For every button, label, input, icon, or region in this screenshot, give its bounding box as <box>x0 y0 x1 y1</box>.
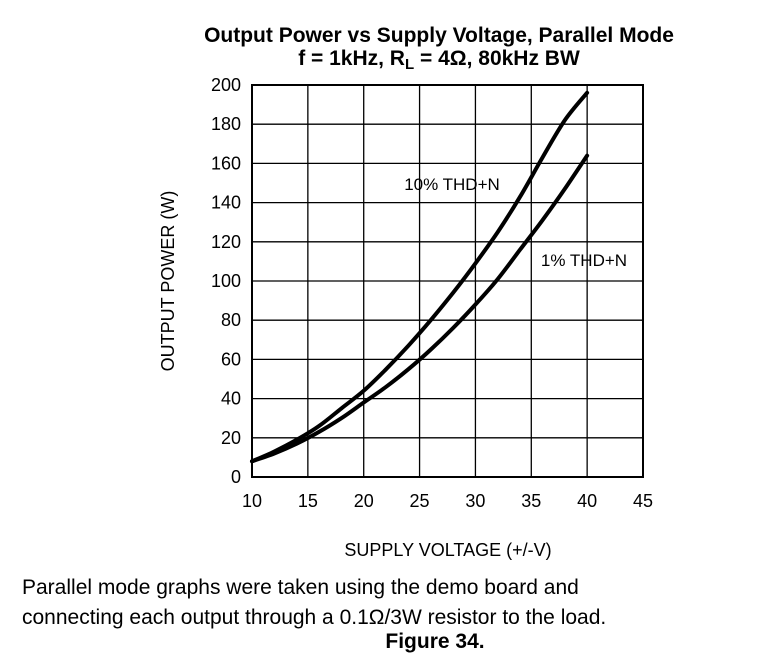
subtitle-prefix: f = 1kHz, R <box>298 47 405 70</box>
x-axis-label: SUPPLY VOLTAGE (+/-V) <box>344 540 551 560</box>
y-tick-label: 140 <box>211 193 241 213</box>
series-layer <box>250 90 590 464</box>
y-tick-label: 0 <box>231 467 241 487</box>
figure-label: Figure 34. <box>385 630 485 653</box>
x-tick-label: 30 <box>465 491 485 511</box>
tick-layer: 10 15 20 25 30 35 40 45 0 20 40 60 80 100 120 140 160 180… <box>211 75 653 511</box>
y-tick-label: 20 <box>221 428 241 448</box>
x-tick-label: 40 <box>577 491 597 511</box>
chart-title: Output Power vs Supply Voltage, Parallel… <box>204 24 674 47</box>
y-tick-label: 120 <box>211 232 241 252</box>
y-tick-label: 60 <box>221 349 241 369</box>
subtitle-subscript: L <box>404 56 415 73</box>
x-tick-label: 10 <box>242 491 262 511</box>
grid-layer <box>251 84 644 478</box>
chart-svg: 10 15 20 25 30 35 40 45 0 20 40 60 80 100 120 140 160 180… <box>158 75 653 560</box>
y-tick-label: 200 <box>211 75 241 95</box>
caption-line-1: Parallel mode graphs were taken using th… <box>22 576 579 599</box>
y-tick-label: 180 <box>211 114 241 134</box>
x-tick-label: 25 <box>410 491 430 511</box>
series-label-10-thd: 10% THD+N <box>404 175 500 194</box>
x-tick-label: 45 <box>633 491 653 511</box>
subtitle-suffix: = 4Ω, 80kHz BW <box>414 47 580 70</box>
x-tick-label: 20 <box>354 491 374 511</box>
plot-frame <box>251 84 644 478</box>
y-tick-label: 40 <box>221 389 241 409</box>
caption-line-2: connecting each output through a 0.1Ω/3W… <box>22 606 607 629</box>
y-axis-label: OUTPUT POWER (W) <box>158 191 178 372</box>
x-tick-label: 35 <box>521 491 541 511</box>
y-tick-label: 80 <box>221 310 241 330</box>
chart-subtitle: f = 1kHz, RL = 4Ω, 80kHz BW <box>0 47 784 73</box>
series-line-1-thd <box>250 153 590 464</box>
y-tick-label: 160 <box>211 153 241 173</box>
series-line-10-thd <box>250 90 590 464</box>
series-label-1-thd: 1% THD+N <box>541 251 627 270</box>
y-tick-label: 100 <box>211 271 241 291</box>
x-tick-label: 15 <box>298 491 318 511</box>
